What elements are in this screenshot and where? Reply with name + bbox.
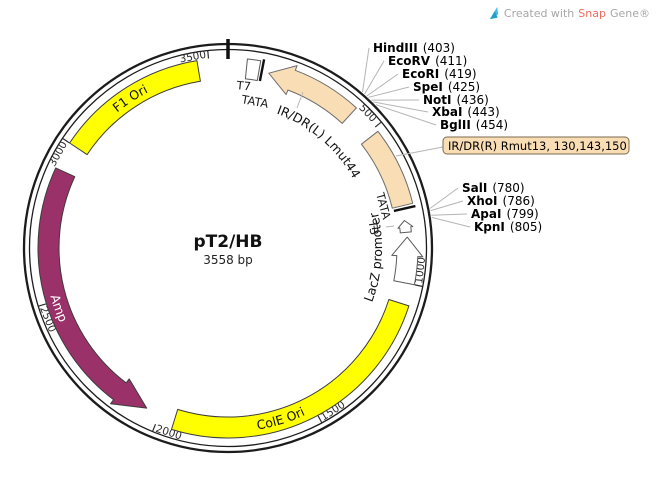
feature-t7 <box>244 58 262 81</box>
tick-mark-500 <box>374 121 382 128</box>
tick-mark-3000 <box>62 138 70 144</box>
watermark-prefix: Created with <box>503 7 575 20</box>
site-leader-hindiii <box>362 47 370 93</box>
inner-label-t3: T3 <box>366 219 382 236</box>
tick-mark-1500 <box>317 415 323 423</box>
feature-amp <box>37 167 148 409</box>
site-leader-kpni <box>431 216 471 228</box>
tick-label-500: 500 <box>356 102 379 125</box>
site-label-sali: SalI (780) <box>462 181 525 195</box>
tick-label-3500: 3500 <box>179 49 207 66</box>
snapgene-logo-icon <box>489 7 499 20</box>
feature-cole-ori <box>171 299 410 439</box>
callout-leader <box>395 146 444 157</box>
watermark-brand-gene: Gene® <box>609 7 650 20</box>
site-label-bglii: BglII (454) <box>440 118 508 132</box>
feature-ir-dr-l-lmut44 <box>268 65 357 124</box>
inner-label-tata: TATA <box>239 92 269 111</box>
feature-t3 <box>397 220 414 234</box>
feature-lacz-promoter <box>391 236 424 286</box>
site-leader-ecorv <box>364 60 385 95</box>
TATA-signal-T3 <box>393 204 416 213</box>
site-leader-xbai <box>373 101 429 113</box>
site-label-apai: ApaI (799) <box>471 207 539 221</box>
inner-label-t7: T7 <box>235 78 252 93</box>
irdr-l-label-leader <box>296 91 304 109</box>
watermark-brand-snap: Snap <box>578 7 606 20</box>
callout-box <box>442 136 630 155</box>
site-leader-xhoi <box>430 200 464 212</box>
tick-mark-1000 <box>414 284 423 287</box>
t3-label-leader <box>385 225 395 228</box>
tick-mark-2500 <box>38 303 47 307</box>
site-leader-bglii <box>375 104 437 126</box>
site-label-hindiii: HindIII (403) <box>373 41 455 55</box>
callout-label: IR/DR(R) Rmut13, 130,143,150 <box>448 139 627 153</box>
site-label-noti: NotI (436) <box>423 93 489 107</box>
site-label-xhoi: XhoI (786) <box>467 194 535 208</box>
site-leader-sali <box>429 187 459 209</box>
tick-mark-2000 <box>152 423 157 432</box>
snapgene-watermark: Created with Snap Gene® <box>487 6 650 21</box>
site-leader-ecori <box>366 73 399 97</box>
site-leader-spei <box>368 86 410 98</box>
feature-f1-ori <box>69 60 201 156</box>
feature-ir-dr-r <box>360 130 414 209</box>
tick-mark-3500 <box>207 50 210 59</box>
plasmid-size: 3558 bp <box>203 253 253 267</box>
site-label-spei: SpeI (425) <box>413 80 480 94</box>
site-label-xbai: XbaI (443) <box>432 105 500 119</box>
site-leader-apai <box>431 213 468 216</box>
site-label-kpni: KpnI (805) <box>474 220 542 234</box>
site-label-ecori: EcoRI (419) <box>402 67 477 81</box>
site-label-ecorv: EcoRV (411) <box>388 54 467 68</box>
TATA-signal-T7 <box>258 59 266 82</box>
tick-label-3000: 3000 <box>47 139 70 168</box>
plasmid-name: pT2/HB <box>194 232 263 252</box>
